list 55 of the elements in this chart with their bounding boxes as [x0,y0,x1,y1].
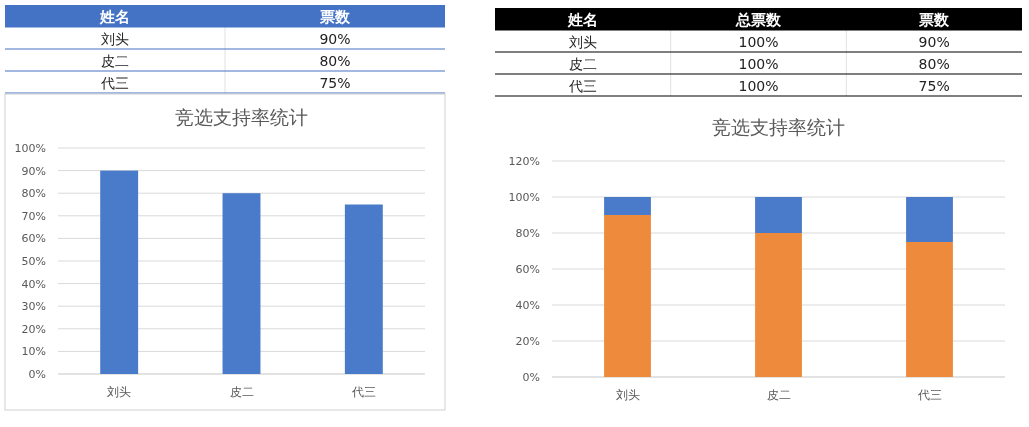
bar [604,197,651,215]
y-tick-label: 80% [515,227,540,240]
text: 100% [738,33,779,50]
text: 90% [918,33,950,50]
x-tick-label: 代三 [916,388,942,402]
category-label: 代三 [101,74,129,91]
y-tick-label: 100% [508,191,540,204]
category-label: 代三 [568,77,597,94]
category-label: 皮二 [101,52,129,69]
text: 100% [738,55,779,72]
category-label: 总票数 [735,10,782,29]
y-tick-label: 70% [21,209,46,223]
y-tick-label: 30% [21,300,46,314]
x-tick-label: 刘头 [107,385,132,399]
category-label: 票数 [319,7,351,26]
y-tick-label: 10% [21,345,46,359]
bar [100,170,139,374]
text: 80% [319,52,351,69]
text: 75% [918,77,950,94]
bar [222,193,261,374]
y-tick-label: 80% [21,187,46,201]
y-tick-label: 60% [21,232,46,246]
x-tick-label: 皮二 [766,388,791,402]
chart-title: 竞选支持率统计 [712,116,845,138]
y-tick-label: 40% [21,277,46,291]
category-label: 票数 [918,10,951,29]
bar [906,197,953,242]
bar [906,242,953,377]
text: 姓名 [99,7,130,26]
bar [755,233,802,377]
chart-title: 竞选支持率统计 [175,106,308,128]
text: 100% [738,77,779,94]
x-tick-label: 代三 [350,385,376,399]
y-tick-label: 100% [14,142,46,155]
category-label: 刘头 [101,30,129,47]
x-tick-label: 刘头 [615,388,640,402]
y-tick-label: 20% [515,335,540,348]
y-tick-label: 50% [21,255,46,268]
bar [755,197,802,233]
bar [344,204,383,374]
y-tick-label: 120% [508,155,540,168]
y-tick-label: 60% [515,263,540,276]
y-tick-label: 40% [515,299,540,312]
text: 80% [918,55,950,72]
text: 90% [319,30,351,47]
category-label: 刘头 [568,33,597,50]
y-tick-label: 0% [522,371,540,384]
bar [604,215,651,377]
y-tick-label: 20% [21,322,46,336]
category-label: 皮二 [568,55,597,72]
text: 姓名 [566,10,598,29]
text: 75% [319,74,351,91]
y-tick-label: 90% [21,164,46,178]
y-tick-label: 0% [28,368,46,381]
x-tick-label: 皮二 [229,385,254,399]
